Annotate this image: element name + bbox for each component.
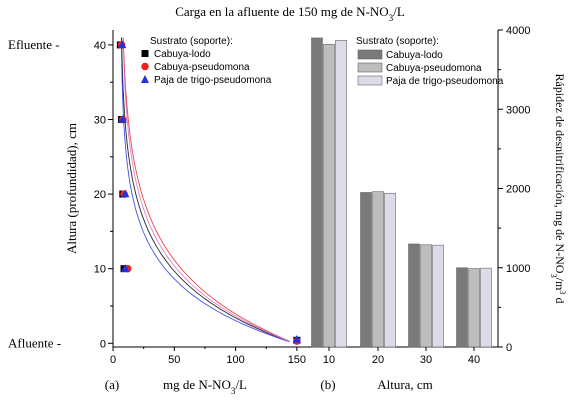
panel-a-y-axis-label: Altura (profundidad), cm — [64, 123, 79, 254]
panel-a-fit-curve — [122, 37, 291, 342]
panel-a-y-tick-label: 30 — [94, 115, 106, 127]
panel-a-x-tick-label: 0 — [110, 354, 116, 366]
panel-b-x-axis-label: Altura, cm — [377, 377, 433, 392]
panel-b-bar — [408, 243, 420, 348]
panel-a-legend-label: Cabuya-pseudomona — [154, 62, 250, 73]
panel-a-x-tick-label: 100 — [226, 354, 244, 366]
panel-b-y-axis-label: Rápidez de desnitrificación, mg de N-NO3… — [550, 74, 568, 304]
panel-a-legend-marker — [141, 50, 149, 57]
panel-a-legend-title: Sustrato (soporte): — [150, 36, 233, 47]
panel-b-legend-label: Cabuya-lodo — [386, 50, 443, 61]
panel-b-legend-swatch — [357, 49, 383, 60]
panel-b-bar — [311, 37, 323, 348]
panel-b-bar — [323, 43, 335, 348]
panel-b-legend-swatch — [357, 62, 383, 73]
panel-b-legend-label: Paja de trigo-pseudomona — [386, 76, 504, 87]
panel-a-fit-curve — [122, 37, 290, 342]
panel-b-y-tick-label: 0 — [506, 342, 512, 354]
panel-b-x-tick-label: 20 — [372, 354, 384, 366]
panel-b-bar — [456, 267, 468, 348]
panel-a-legend-marker — [141, 75, 149, 83]
panel-a-fit-curve — [121, 37, 290, 342]
panel-a-point — [117, 40, 127, 49]
panel-a-x-tick-label: 150 — [288, 354, 306, 366]
panel-b-y-tick-label: 1000 — [506, 263, 530, 275]
panel-b-label: (b) — [320, 377, 335, 392]
panel-a-legend-marker — [141, 62, 149, 71]
panel-a-point — [118, 115, 128, 123]
panel-b-bar — [480, 267, 492, 348]
panel-b-bar — [335, 40, 347, 348]
panel-a-y-tick-label: 10 — [94, 264, 106, 276]
panel-b-legend-title: Sustrato (soporte): — [356, 36, 439, 47]
panel-a-point — [292, 335, 302, 343]
panel-b-bar — [420, 244, 432, 348]
panel-a-fit-curve — [120, 37, 289, 342]
panel-b-y-tick-label: 4000 — [506, 25, 530, 37]
panel-a-category-label: Afluente - — [8, 335, 61, 350]
panel-a-point — [121, 189, 130, 198]
panel-a-legend-label: Paja de trigo-pseudomona — [154, 75, 272, 86]
panel-b-bar — [432, 244, 444, 348]
panel-a-y-tick-label: 40 — [94, 40, 106, 52]
panel-b-bar — [372, 191, 384, 348]
panel-a-legend-label: Cabuya-lodo — [154, 49, 211, 60]
panel-b-y-tick-label: 2000 — [506, 184, 530, 196]
panel-b-x-tick-label: 10 — [323, 354, 335, 366]
panel-b-legend-label: Cabuya-pseudomona — [386, 63, 482, 74]
panel-a-category-label: Efluente - — [8, 37, 60, 52]
panel-a-point — [121, 264, 130, 272]
panel-a-x-axis-label: mg de N-NO3/L — [163, 377, 247, 396]
panel-b-legend-swatch — [357, 75, 383, 86]
panel-b-x-tick-label: 40 — [468, 354, 480, 366]
panel-a-x-tick-label: 50 — [168, 354, 180, 366]
panel-a-y-tick-label: 0 — [100, 338, 106, 350]
panel-a-y-tick-label: 20 — [94, 189, 106, 201]
chart-title: Carga en la afluente de 150 mg de N-NO3/… — [175, 4, 405, 23]
panel-b-bar — [384, 192, 396, 348]
panel-b-bar — [468, 268, 480, 348]
panel-b-bar — [360, 192, 372, 348]
panel-b-x-tick-label: 30 — [420, 354, 432, 366]
panel-b-y-tick-label: 3000 — [506, 104, 530, 116]
panel-a-label: (a) — [105, 377, 119, 392]
